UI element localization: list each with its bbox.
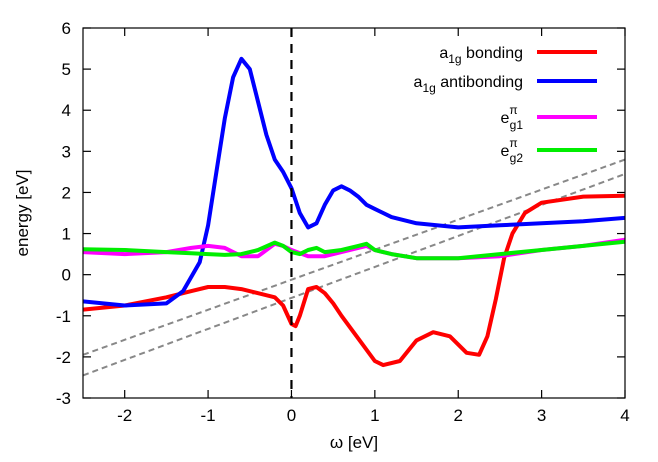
legend-label-eg2-pi: eπ g2 <box>500 136 523 165</box>
x-tick-label: 2 <box>453 406 462 425</box>
y-tick-label: 5 <box>62 60 71 79</box>
y-axis-ticks: -3 -2 -1 0 1 2 3 4 5 6 <box>56 19 625 408</box>
legend-label-eg1-pi: eπ g1 <box>500 103 523 132</box>
y-tick-label: -1 <box>56 307 71 326</box>
y-tick-label: 2 <box>62 183 71 202</box>
x-tick-label: 0 <box>287 406 296 425</box>
series-layer <box>83 56 625 368</box>
plot-frame <box>82 27 626 399</box>
x-axis-label: ω [eV] <box>330 433 378 452</box>
x-tick-label: 1 <box>370 406 379 425</box>
series-line-a1g-bonding <box>83 193 625 368</box>
x-tick-label: -2 <box>117 406 132 425</box>
y-axis-label: energy [eV] <box>13 170 32 257</box>
x-tick-label: 3 <box>537 406 546 425</box>
series-line-a1g-antibonding <box>83 56 625 308</box>
y-tick-label: 6 <box>62 19 71 38</box>
y-tick-label: 4 <box>62 101 71 120</box>
legend: a1g bonding a1g antibonding eπ g1 eπ g2 <box>414 45 597 165</box>
series-line-eg2-pi <box>83 239 625 261</box>
y-tick-label: -2 <box>56 348 71 367</box>
x-tick-label: -1 <box>201 406 216 425</box>
x-axis-ticks: -2 -1 0 1 2 3 4 <box>117 28 630 425</box>
y-tick-label: 1 <box>62 225 71 244</box>
x-tick-label: 4 <box>620 406 629 425</box>
legend-label-a1g-bonding: a1g bonding <box>439 45 523 66</box>
y-tick-label: 0 <box>62 266 71 285</box>
reference-line-1 <box>83 158 625 356</box>
y-tick-label: 3 <box>62 142 71 161</box>
y-tick-label: -3 <box>56 389 71 408</box>
legend-label-a1g-antibonding: a1g antibonding <box>414 74 523 95</box>
